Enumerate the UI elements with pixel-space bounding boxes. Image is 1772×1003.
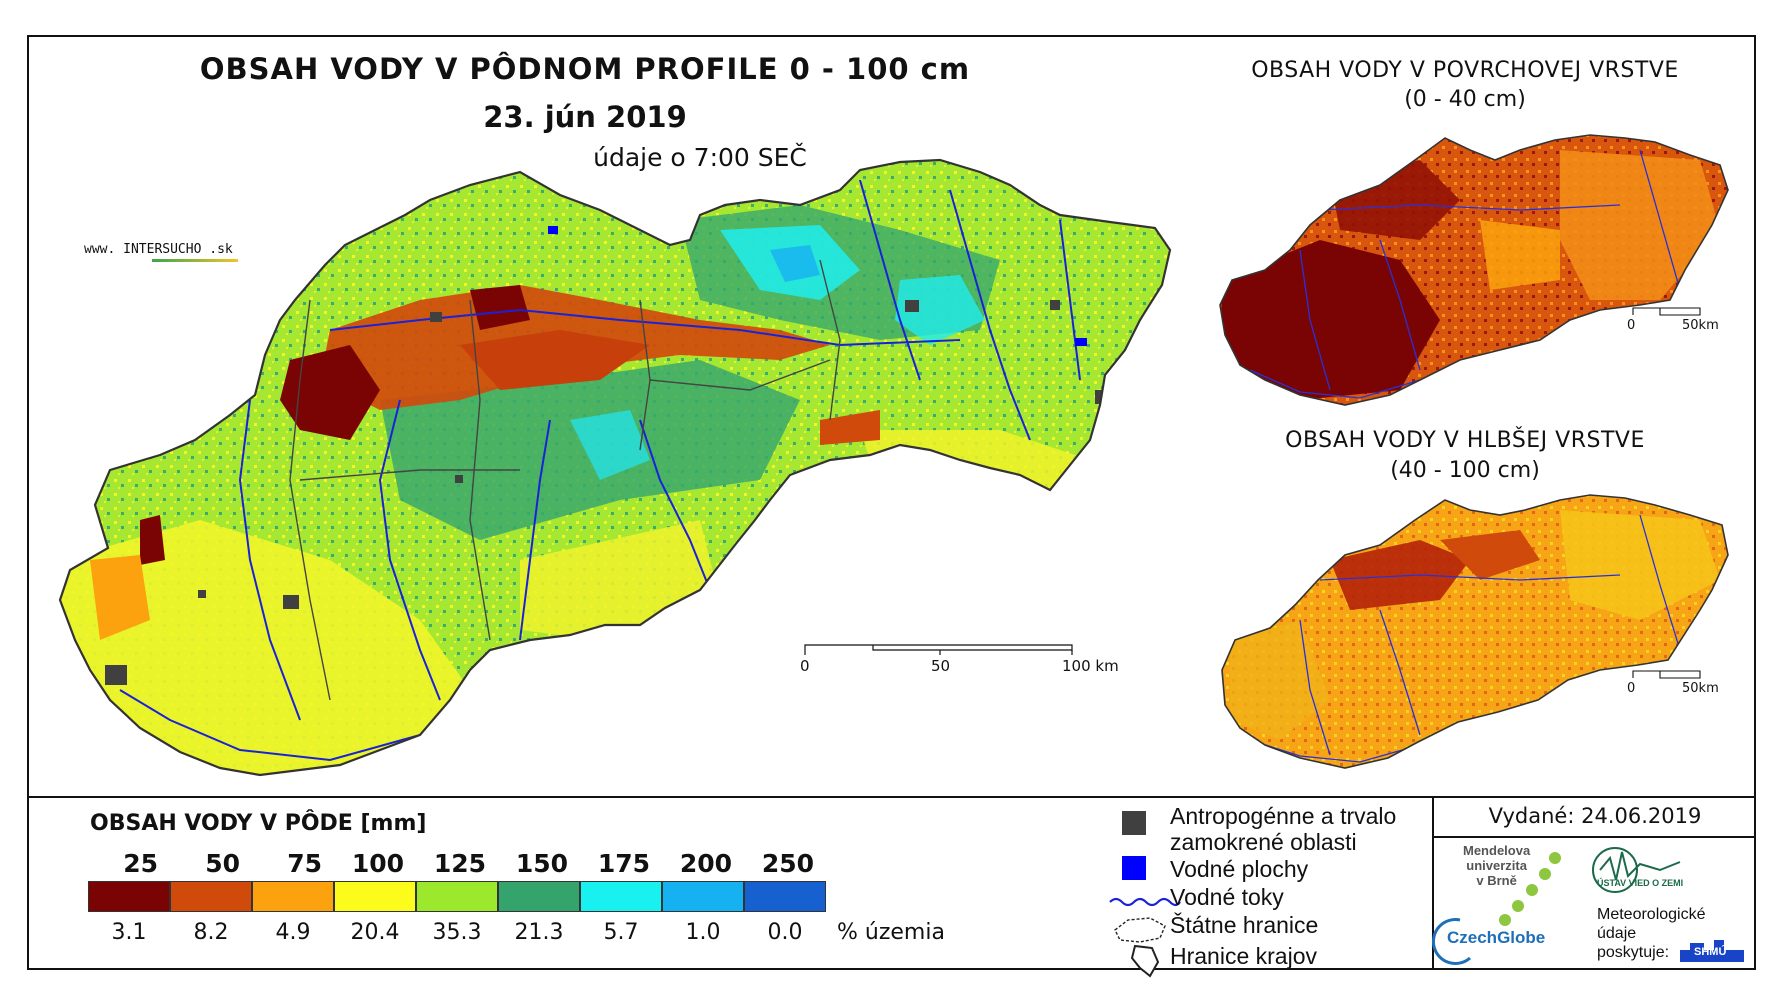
surface-map-subtitle: (0 - 40 cm) <box>1404 87 1526 112</box>
state-border-icon <box>1114 917 1166 943</box>
main-map-time-note: údaje o 7:00 SEČ <box>593 143 807 172</box>
deep-scale-label-0: 0 <box>1627 681 1636 696</box>
footer-divider <box>1432 796 1434 970</box>
legend-percent-value: 8.2 <box>193 920 229 945</box>
figure-frame <box>27 35 1756 970</box>
main-scale-label-0: 0 <box>800 657 810 675</box>
legend-break-label: 50 <box>205 849 240 878</box>
surface-scale-bar <box>1632 307 1701 316</box>
brand-name-1: INTER <box>123 242 163 257</box>
intersucho-link[interactable]: www. INTERSUCHO .sk <box>84 242 233 257</box>
brand-underline <box>152 259 238 262</box>
surface-map-title: OBSAH VODY V POVRCHOVEJ VRSTVE <box>1251 58 1679 83</box>
legend-break-label: 150 <box>515 849 568 878</box>
deep-state-border <box>1221 494 1729 769</box>
deep-map-subtitle: (40 - 100 cm) <box>1390 458 1540 483</box>
mendel-line-1: Mendelova <box>1463 843 1531 858</box>
water-body-label: Vodné plochy <box>1170 856 1309 882</box>
legend-color-swatch <box>88 881 170 912</box>
meteo-line-1: Meteorologické <box>1597 906 1706 923</box>
state-border-label: Štátne hranice <box>1170 912 1319 938</box>
issued-date: Vydané: 24.06.2019 <box>1488 804 1702 828</box>
legend-title: OBSAH VODY V PÔDE [mm] <box>90 811 427 836</box>
main-scale-label-100: 100 km <box>1062 657 1119 675</box>
deep-scale-bar <box>1632 670 1701 679</box>
legend-color-swatch <box>416 881 498 912</box>
surface-scale-label-50: 50km <box>1682 318 1719 333</box>
legend-percent-value: 1.0 <box>685 920 721 945</box>
legend-percent-value: 0.0 <box>767 920 803 945</box>
legend-color-swatch <box>744 881 826 912</box>
issued-divider <box>1432 836 1756 838</box>
legend-divider <box>27 796 1756 798</box>
legend-break-label: 200 <box>679 849 732 878</box>
legend-break-label: 75 <box>287 849 322 878</box>
brand-suffix: .sk <box>201 242 233 257</box>
main-map-date: 23. jún 2019 <box>483 100 687 134</box>
river-label: Vodné toky <box>1170 884 1284 910</box>
legend-color-swatch <box>580 881 662 912</box>
legend-color-swatch <box>662 881 744 912</box>
water-body-icon <box>1122 856 1146 880</box>
legend-break-label: 100 <box>351 849 404 878</box>
legend-break-label: 175 <box>597 849 650 878</box>
deep-map-title: OBSAH VODY V HLBŠEJ VRSTVE <box>1285 428 1645 453</box>
anthropogenic-label-2: zamokrené oblasti <box>1170 829 1357 855</box>
main-scale-bar <box>804 644 1073 655</box>
meteo-line-3: poskytuje: <box>1597 944 1670 961</box>
legend-percent-value: 21.3 <box>514 920 564 945</box>
river-icon <box>1109 897 1181 907</box>
meteo-provider: Meteorologické údaje poskytuje: <box>1597 905 1706 962</box>
legend-color-swatch <box>252 881 334 912</box>
legend-percent-value: 35.3 <box>432 920 482 945</box>
percent-unit: % územia <box>837 920 945 945</box>
region-border-icon <box>1130 944 1160 978</box>
main-map-title: OBSAH VODY V PÔDNOM PROFILE 0 - 100 cm <box>199 52 971 86</box>
legend-break-label: 25 <box>123 849 158 878</box>
meteo-line-2: údaje <box>1597 925 1637 942</box>
mendel-logo: Mendelova univerzita v Brně <box>1463 843 1530 888</box>
legend-color-swatch <box>334 881 416 912</box>
legend-break-label: 250 <box>761 849 814 878</box>
mendel-line-2: univerzita <box>1466 858 1527 873</box>
legend-percent-value: 4.9 <box>275 920 311 945</box>
anthropogenic-label-1: Antropogénne a trvalo <box>1170 803 1397 829</box>
legend-color-swatch <box>170 881 252 912</box>
legend-break-label: 125 <box>433 849 486 878</box>
legend-percent-value: 5.7 <box>603 920 639 945</box>
mendel-line-3: v Brně <box>1476 873 1517 888</box>
anthropogenic-area-icon <box>1122 811 1146 835</box>
surface-scale-label-0: 0 <box>1627 318 1636 333</box>
legend-color-swatch <box>498 881 580 912</box>
surface-state-border <box>1219 134 1729 406</box>
czechglobe-logo: CzechGlobe <box>1447 928 1546 947</box>
ustav-vied-logo: ÚSTAV VIED O ZEMI <box>1597 878 1684 888</box>
legend-percent-value: 20.4 <box>350 920 400 945</box>
deep-soil-map <box>1222 495 1728 768</box>
shmu-logo: SHMÚ <box>1694 946 1727 958</box>
region-border-label: Hranice krajov <box>1170 943 1317 969</box>
deep-scale-label-50: 50km <box>1682 681 1719 696</box>
main-scale-label-50: 50 <box>931 657 951 675</box>
legend-percent-value: 3.1 <box>111 920 147 945</box>
brand-name-2: SUCHO <box>162 242 202 257</box>
brand-prefix: www. <box>84 242 124 257</box>
